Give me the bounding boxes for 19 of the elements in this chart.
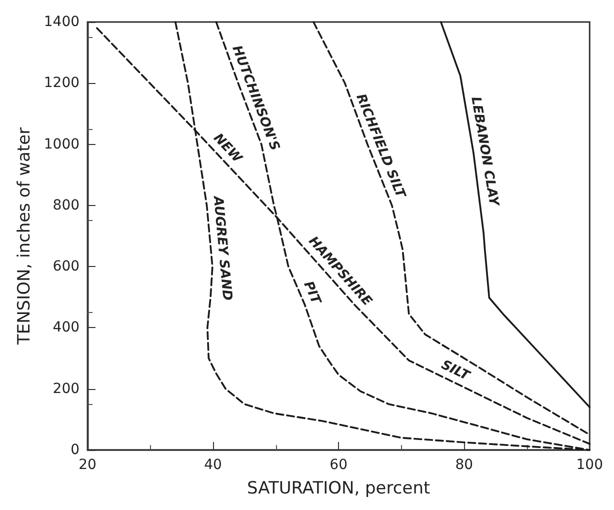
x-tick-label: 60 [330, 457, 348, 473]
y-tick-label: 800 [52, 197, 80, 214]
y-tick-label: 1400 [44, 14, 80, 30]
y-tick-label: 600 [52, 258, 80, 275]
y-tick-label: 1200 [44, 75, 80, 92]
annotation: SILT [438, 358, 473, 384]
x-axis-title: SATURATION, percent [247, 478, 430, 498]
x-tick-label: 80 [455, 457, 474, 473]
y-tick-label: 0 [70, 442, 80, 458]
y-tick-label: 200 [52, 380, 80, 397]
annotation: LEBANON CLAY [468, 96, 502, 208]
x-tick-label: 100 [576, 457, 604, 473]
y-tick-label: 400 [52, 320, 80, 336]
annotation: AUGREY SAND [210, 194, 234, 302]
x-tick-label: 40 [204, 457, 222, 473]
y-axis-title: TENSION, inches of water [14, 127, 34, 346]
x-tick-label: 20 [78, 457, 96, 473]
line-series [440, 21, 591, 408]
y-tick-label: 1000 [44, 136, 80, 152]
